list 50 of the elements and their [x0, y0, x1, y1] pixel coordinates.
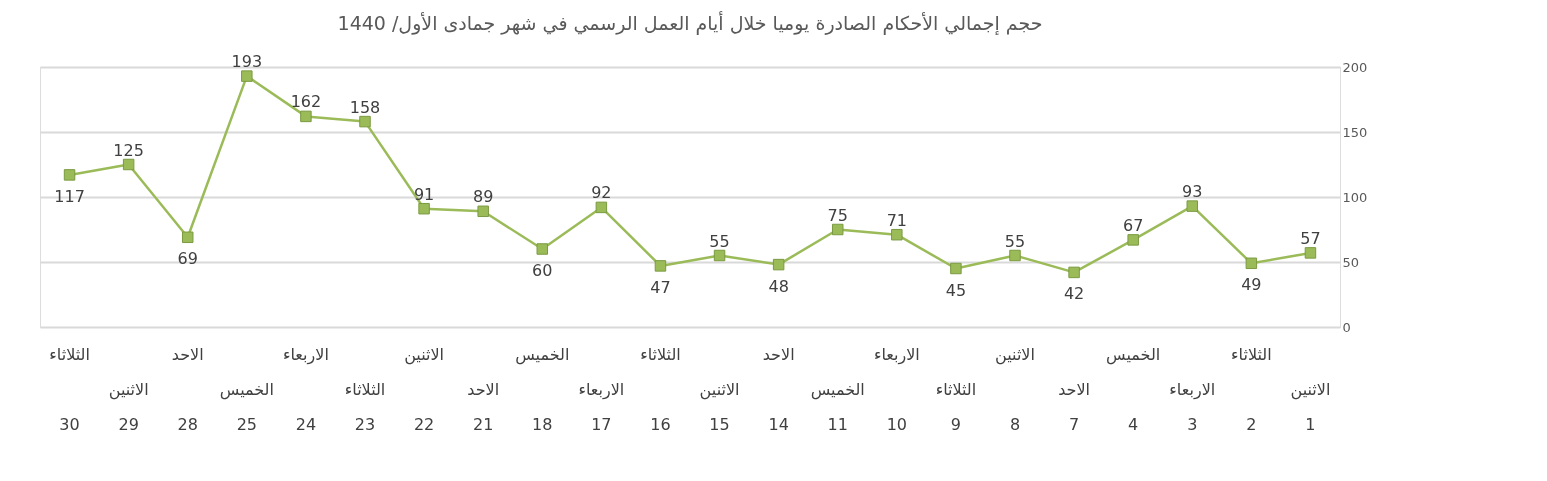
- data-label: 67: [1123, 215, 1144, 235]
- point: [359, 115, 371, 128]
- point: [241, 70, 253, 82]
- data-label: 75: [827, 205, 848, 225]
- data-label: 71: [886, 210, 907, 230]
- point: [831, 223, 844, 236]
- data-label: 193: [231, 52, 263, 72]
- point: [181, 231, 194, 244]
- chart-title: حجم إجمالي الأحكام الصادرة يوميا خلال أيام العمل الرسمي في شهر جمادى الأول/ 1440: [337, 11, 1043, 37]
- data-label: 55: [709, 231, 730, 251]
- point: [300, 110, 312, 123]
- point: [1009, 249, 1021, 262]
- point: [477, 205, 489, 218]
- point: [713, 249, 726, 262]
- point: [1245, 257, 1258, 270]
- data-label: 158: [349, 97, 381, 117]
- data-label: 42: [1063, 284, 1085, 304]
- point: [950, 262, 962, 275]
- y-tick-label: 0: [1342, 319, 1351, 335]
- point: [418, 202, 430, 215]
- point: [772, 258, 785, 271]
- data-label: 60: [532, 261, 553, 280]
- point: [891, 228, 903, 241]
- data-label: 57: [1300, 228, 1321, 248]
- data-label: 91: [413, 184, 435, 204]
- data-label: 117: [54, 186, 85, 206]
- data-label: 92: [591, 183, 612, 203]
- data-label: 125: [113, 140, 144, 160]
- point: [63, 169, 76, 181]
- point: [122, 158, 135, 171]
- y-tick-label: 50: [1342, 254, 1360, 270]
- data-label: 47: [650, 277, 671, 297]
- data-label: 45: [945, 280, 967, 300]
- data-label: 49: [1241, 275, 1262, 295]
- y-tick-label: 200: [1342, 59, 1368, 75]
- point: [1186, 200, 1199, 212]
- point: [1068, 266, 1080, 279]
- data-label: 69: [177, 249, 198, 269]
- y-tick-label: 150: [1342, 124, 1368, 140]
- data-label: 48: [768, 276, 789, 296]
- y-tick-label: 100: [1342, 189, 1368, 205]
- point: [1127, 234, 1139, 246]
- data-label: 162: [290, 92, 322, 112]
- point: [654, 260, 667, 272]
- point: [1304, 247, 1317, 259]
- point: [536, 243, 549, 255]
- data-label: 93: [1182, 182, 1203, 202]
- data-label: 55: [1004, 231, 1026, 251]
- point: [595, 201, 608, 214]
- data-label: 89: [473, 187, 494, 207]
